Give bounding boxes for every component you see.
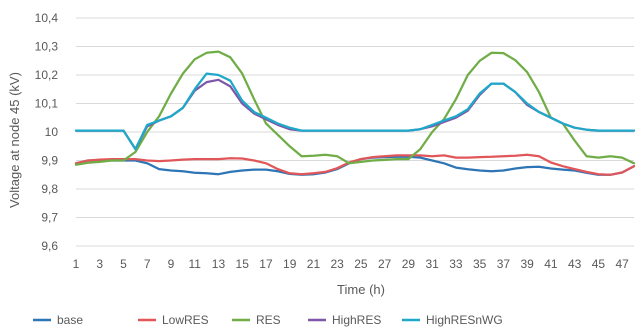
series-lines bbox=[74, 50, 636, 176]
x-tick-label: 17 bbox=[259, 257, 273, 271]
x-tick-labels: 1 3 5 7 9 11 13 15 17 19 21 23 25 27 29 31 33 35 37 39 41 43 4… bbox=[73, 257, 629, 271]
x-tick-label: 1 bbox=[73, 257, 80, 271]
y-axis-title: Voltage at node 45 (kV) bbox=[7, 72, 22, 208]
x-tick-label: 25 bbox=[354, 257, 368, 271]
y-tick-label: 10,4 bbox=[35, 11, 59, 25]
y-tick-label: 9,6 bbox=[41, 239, 58, 253]
y-tick-labels: 9,6 9,7 9,8 9,9 10 10,1 10,2 10,3 10,4 bbox=[35, 11, 59, 253]
x-tick-label: 9 bbox=[168, 257, 175, 271]
x-tick-label: 47 bbox=[615, 257, 629, 271]
y-tick-label: 10,3 bbox=[35, 40, 59, 54]
x-tick-label: 11 bbox=[188, 257, 201, 271]
x-tick-label: 31 bbox=[425, 257, 439, 271]
legend-label: HighRES bbox=[332, 313, 381, 327]
series-line-res bbox=[74, 50, 636, 166]
x-tick-label: 19 bbox=[283, 257, 297, 271]
x-tick-label: 39 bbox=[520, 257, 534, 271]
x-tick-label: 29 bbox=[402, 257, 416, 271]
y-tick-label: 9,9 bbox=[41, 154, 58, 168]
y-tick-label: 10 bbox=[45, 125, 59, 139]
legend: base LowRES RES HighRES HighRESnWG bbox=[33, 313, 503, 327]
legend-label: LowRES bbox=[162, 313, 209, 327]
legend-item-lowres: LowRES bbox=[138, 313, 209, 327]
x-tick-label: 41 bbox=[544, 257, 558, 271]
y-tick-label: 10,1 bbox=[35, 97, 59, 111]
y-tick-label: 9,8 bbox=[41, 182, 58, 196]
legend-item-base: base bbox=[33, 313, 83, 327]
x-tick-label: 35 bbox=[473, 257, 487, 271]
legend-label: base bbox=[57, 313, 83, 327]
x-axis-title: Time (h) bbox=[337, 282, 385, 297]
x-tick-label: 23 bbox=[331, 257, 345, 271]
legend-label: RES bbox=[256, 313, 281, 327]
legend-label: HighRESnWG bbox=[426, 313, 503, 327]
x-tick-label: 21 bbox=[307, 257, 321, 271]
legend-item-highresnwg: HighRESnWG bbox=[402, 313, 503, 327]
y-tick-label: 9,7 bbox=[41, 211, 58, 225]
x-tick-label: 43 bbox=[568, 257, 582, 271]
x-tick-label: 45 bbox=[592, 257, 606, 271]
x-tick-label: 37 bbox=[497, 257, 511, 271]
legend-item-res: RES bbox=[232, 313, 281, 327]
series-line-highresnwg bbox=[74, 72, 636, 151]
series-line-base bbox=[74, 155, 636, 176]
series-line-lowres bbox=[74, 153, 636, 176]
x-tick-label: 15 bbox=[236, 257, 250, 271]
x-tick-label: 7 bbox=[144, 257, 151, 271]
gridlines bbox=[76, 17, 634, 247]
x-tick-label: 27 bbox=[378, 257, 392, 271]
y-tick-label: 10,2 bbox=[35, 68, 59, 82]
x-tick-label: 5 bbox=[120, 257, 127, 271]
legend-item-highres: HighRES bbox=[308, 313, 381, 327]
x-tick-label: 13 bbox=[212, 257, 226, 271]
x-tick-label: 3 bbox=[96, 257, 103, 271]
x-tick-label: 33 bbox=[449, 257, 463, 271]
